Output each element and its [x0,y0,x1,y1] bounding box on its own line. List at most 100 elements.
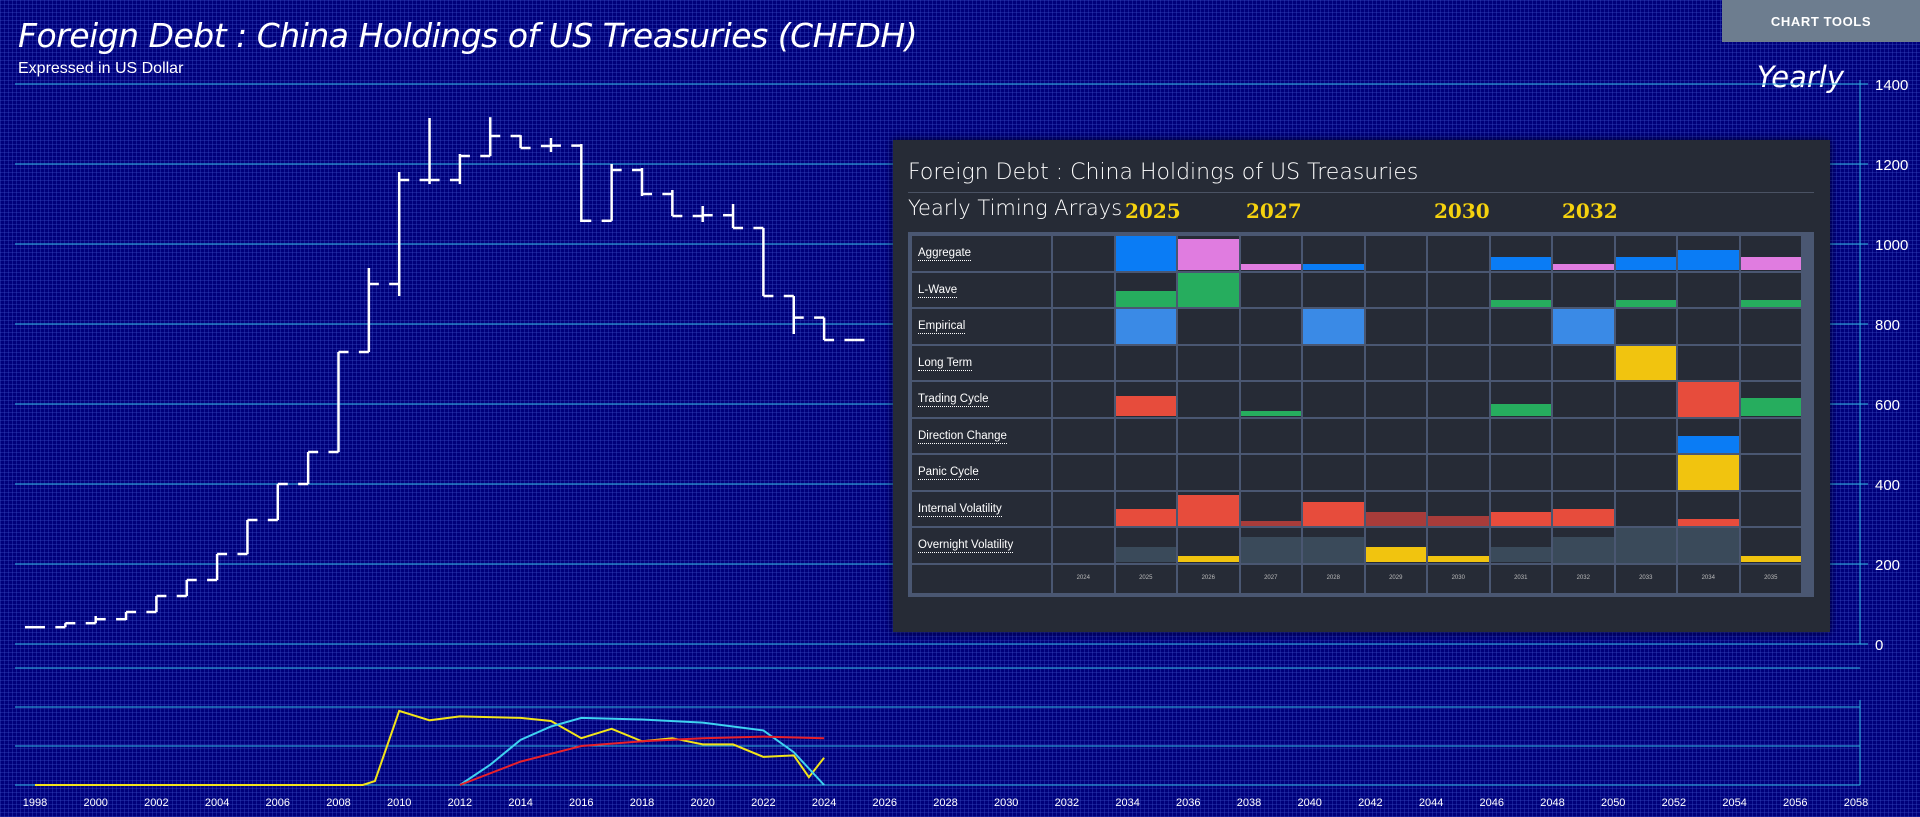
x-axis-label: 2026 [873,797,897,809]
x-axis-label: 2034 [1115,797,1139,809]
timing-cell [1615,418,1676,453]
x-axis-label: 2058 [1844,797,1868,809]
row-label-cell [912,528,1051,563]
timing-cell [1428,382,1489,417]
row-label: Internal Volatility [918,502,1002,517]
highlight-year-4: 2032 [1562,199,1618,223]
year-cell [1115,564,1176,593]
x-axis-label: 2048 [1540,797,1564,809]
year-label: 2027 [1264,574,1278,581]
timing-bar [1553,309,1614,344]
y-axis-label: 600 [1875,397,1900,414]
timing-bar [1678,528,1739,563]
y-axis-label: 800 [1875,317,1900,334]
y-axis-label: 1000 [1875,237,1908,254]
timing-arrays-panel: Foreign Debt : China Holdings of US Trea… [893,140,1830,632]
timing-cell [1428,309,1489,344]
timing-cell [1615,309,1676,344]
timing-bar [1678,519,1739,526]
timing-cell [1740,491,1801,526]
timing-cell [1303,455,1364,490]
x-axis-label: 2000 [83,797,107,809]
x-axis-label: 2054 [1722,797,1746,809]
timing-bar [1615,345,1676,380]
year-label-cell [912,564,1051,593]
x-axis-label: 2050 [1601,797,1625,809]
chart-tools-button[interactable]: CHART TOOLS [1722,0,1920,42]
timing-cell [1053,345,1114,380]
timing-cell [1053,382,1114,417]
row-label: Panic Cycle [918,466,979,480]
timing-cell [1615,382,1676,417]
x-axis-label: 2006 [266,797,290,809]
timing-bar [1178,239,1239,271]
row-label-cell [912,309,1051,344]
timing-bar [1365,512,1426,526]
timing-cell [1115,455,1176,490]
timing-bar [1553,536,1614,563]
highlight-year-1: 2025 [1125,199,1181,223]
timing-bar [1615,528,1676,563]
timing-bar [1240,536,1301,563]
timing-cell [1303,345,1364,380]
timing-cell [1240,272,1301,307]
chart-title: Foreign Debt : China Holdings of US Trea… [18,16,918,55]
oscillator-line [459,735,825,786]
timing-cell [1178,309,1239,344]
panel-divider [908,192,1814,193]
timing-cell [1553,418,1614,453]
panel-subtitle: Yearly Timing Arrays [908,196,1123,220]
year-cell [1053,564,1114,593]
x-axis-label: 2038 [1237,797,1261,809]
timing-cell [1240,491,1301,526]
timing-cell [1053,309,1114,344]
timing-cell [1053,455,1114,490]
x-axis-label: 2018 [630,797,654,809]
timing-cell [1365,272,1426,307]
timing-bar [1240,411,1301,417]
year-label: 2030 [1451,574,1465,581]
timing-cell [1115,345,1176,380]
timing-cell [1053,528,1114,563]
timing-cell [1490,345,1551,380]
x-axis-label: 2044 [1419,797,1443,809]
year-cell [1553,564,1614,593]
x-axis-label: 2002 [144,797,168,809]
x-axis-label: 2028 [933,797,957,809]
timing-bar [1115,291,1176,307]
year-cell [1178,564,1239,593]
timing-cell [1428,345,1489,380]
x-axis-label: 2010 [387,797,411,809]
chart-subtitle: Expressed in US Dollar [18,60,184,77]
timing-bar [1678,382,1739,417]
timing-cell [1553,382,1614,417]
x-axis-label: 2042 [1358,797,1382,809]
year-cell [1740,564,1801,593]
timing-bar [1240,520,1301,526]
timing-cell [1178,382,1239,417]
timing-bar [1303,536,1364,563]
timing-cell [1053,236,1114,271]
x-axis-label: 2032 [1055,797,1079,809]
timing-cell [1365,309,1426,344]
timing-bar [1428,555,1489,563]
row-label-cell [912,418,1051,453]
timing-bar [1303,263,1364,271]
row-label-cell [912,272,1051,307]
row-label-cell [912,236,1051,271]
year-label: 2024 [1076,574,1090,581]
timing-bar [1115,508,1176,526]
timing-bar [1365,546,1426,563]
year-label: 2031 [1514,574,1528,581]
timing-cell [1740,455,1801,490]
timing-bar [1553,508,1614,526]
timing-cell [1740,345,1801,380]
timing-cell [1240,309,1301,344]
x-axis-label: 2004 [205,797,229,809]
x-axis-label: 2046 [1480,797,1504,809]
timing-cell [1678,345,1739,380]
year-cell [1490,564,1551,593]
timing-cell [1490,309,1551,344]
timing-cell [1365,455,1426,490]
highlight-year-3: 2030 [1434,199,1490,223]
